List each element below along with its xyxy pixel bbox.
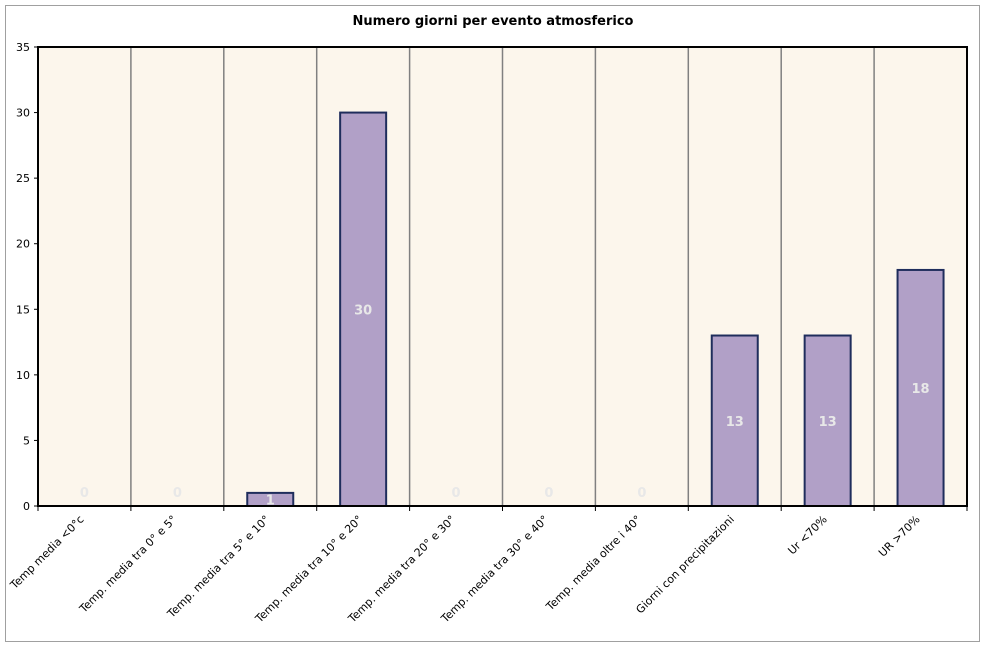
bar <box>339 111 388 507</box>
data-label: 13 <box>819 415 837 430</box>
x-tick-label: Temp media <0°c <box>7 513 86 592</box>
y-tick-label: 15 <box>16 303 30 316</box>
x-tick-label: Ur <70% <box>785 513 829 557</box>
bar <box>803 334 852 507</box>
x-tick-label: Temp. media tra 20° e 30° <box>345 513 458 626</box>
x-tick-label: Temp. media tra 5° e 10° <box>164 513 272 621</box>
data-label: 13 <box>726 415 744 430</box>
x-tick-label: UR >70% <box>876 513 923 560</box>
x-tick-label: Temp. media oltre i 40° <box>543 513 644 614</box>
data-label: 0 <box>637 486 646 501</box>
bar <box>710 334 759 507</box>
bars <box>246 111 945 508</box>
data-label: 0 <box>452 486 461 501</box>
chart-title: Numero giorni per evento atmosferico <box>352 14 634 29</box>
y-tick-label: 0 <box>23 500 30 513</box>
y-axis: 0 5 10 15 20 25 30 35 <box>16 41 39 513</box>
x-tick-label: Temp. media tra 0° e 5° <box>76 513 179 616</box>
x-tick-label: Temp. media tra 30° e 40° <box>438 513 551 626</box>
y-tick-label: 35 <box>16 41 30 54</box>
y-tick-label: 20 <box>16 238 30 251</box>
data-label: 0 <box>544 486 553 501</box>
y-tick-label: 30 <box>16 107 30 120</box>
gridlines <box>130 47 875 506</box>
data-label: 1 <box>266 493 275 508</box>
x-tick-label: Giorni con precipitazioni <box>633 513 736 616</box>
data-label: 18 <box>912 382 930 397</box>
data-label: 30 <box>354 303 372 318</box>
data-label: 0 <box>80 486 89 501</box>
y-tick-label: 10 <box>16 369 30 382</box>
bar <box>896 268 945 508</box>
y-tick-label: 25 <box>16 172 30 185</box>
plot-border <box>37 46 968 507</box>
x-tick-label: Temp. media tra 10° e 20° <box>252 513 365 626</box>
data-label: 0 <box>173 486 182 501</box>
y-tick-label: 5 <box>23 434 30 447</box>
data-labels: 0 0 1 30 0 0 0 13 13 18 <box>80 303 930 508</box>
